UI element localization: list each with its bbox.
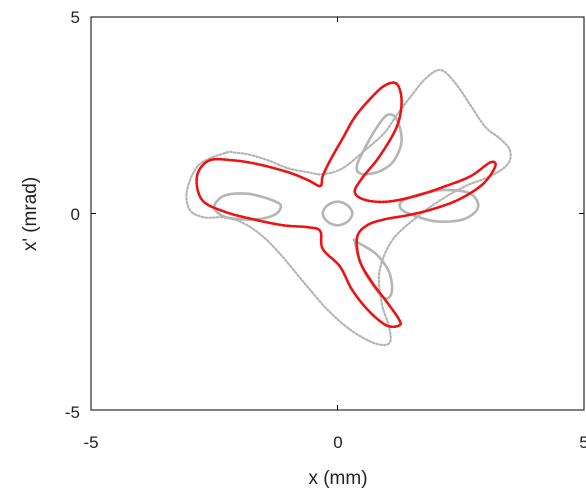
y-tick-label-mid: 0	[71, 205, 80, 224]
orbit-series-group	[185, 68, 512, 347]
orbit-series-7	[195, 81, 497, 329]
x-axis-label: x (mm)	[308, 468, 367, 489]
y-axis-label: x' (mrad)	[20, 177, 41, 251]
x-tick-label-min: -5	[83, 433, 98, 452]
orbit-series-2	[321, 200, 354, 227]
y-tick-label-max: 5	[71, 8, 80, 27]
tick-group	[90, 16, 585, 411]
x-tick-label-max: 5	[579, 433, 586, 452]
orbit-series-1	[185, 68, 512, 347]
orbit-series-6	[212, 192, 283, 221]
y-tick-label-min: -5	[65, 403, 80, 422]
plot-area	[90, 16, 585, 411]
x-tick-label-mid: 0	[333, 433, 342, 452]
